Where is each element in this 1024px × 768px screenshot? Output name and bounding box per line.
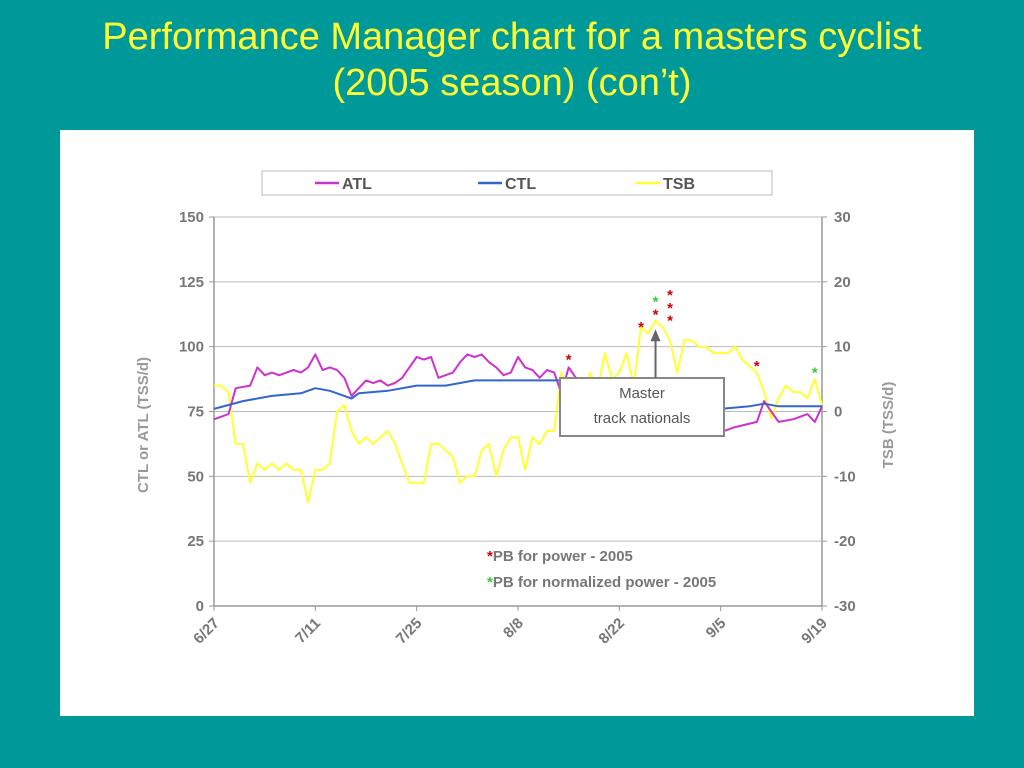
legend-box — [261, 170, 773, 196]
left-axis-ticks: 150 125 100 75 50 25 0 — [179, 209, 214, 615]
annotation-line-2: track nationals — [594, 410, 691, 427]
slide-title: Performance Manager chart for a masters … — [0, 14, 1024, 106]
note-power: *PB for power - 2005 — [487, 548, 633, 565]
legend-label-tsb: TSB — [663, 176, 695, 193]
pb-marker: * — [653, 306, 659, 323]
pb-markers: ******** * — [566, 287, 818, 382]
left-tick-label: 50 — [187, 468, 204, 485]
legend-label-ctl: CTL — [505, 176, 536, 193]
right-tick-label: -10 — [834, 468, 856, 485]
left-tick-label: 25 — [187, 533, 204, 550]
pb-marker: * — [754, 358, 760, 375]
slide-title-line-1: Performance Manager chart for a masters … — [102, 16, 922, 58]
annotation-box — [559, 377, 725, 437]
x-tick-label: 9/5 — [703, 615, 730, 642]
chart-panel: ATL CTL TSB 150 125 100 75 50 25 0 30 20 10 0 -10 -20… — [60, 130, 974, 716]
right-tick-label: -30 — [834, 598, 856, 615]
right-tick-label: -20 — [834, 533, 856, 550]
note-normalized-text: PB for normalized power - 2005 — [493, 574, 716, 591]
left-tick-label: 150 — [179, 209, 204, 226]
pb-marker: * — [667, 313, 673, 330]
pb-marker: * — [667, 287, 673, 304]
x-tick-label: 6/27 — [190, 615, 223, 648]
legend-label-atl: ATL — [342, 176, 372, 193]
note-normalized-star: * — [487, 574, 493, 591]
x-tick-label: 7/25 — [393, 615, 426, 648]
note-power-text: PB for power - 2005 — [493, 548, 633, 565]
series-line-ctl — [213, 379, 822, 410]
pb-notes: *PB for power - 2005 *PB for normalized … — [487, 548, 716, 591]
left-tick-label: 100 — [179, 339, 204, 356]
annotation-line-1: Master — [619, 385, 665, 402]
right-axis-ticks: 30 20 10 0 -10 -20 -30 — [822, 209, 856, 615]
annotation-callout: Master track nationals — [559, 329, 725, 437]
y2-axis-title: TSB (TSS/d) — [880, 382, 897, 469]
right-tick-label: 20 — [834, 274, 851, 291]
series-line-atl — [213, 353, 823, 434]
x-tick-label: 8/8 — [500, 615, 527, 642]
gridlines — [214, 216, 822, 607]
note-power-star: * — [487, 548, 493, 565]
note-normalized: *PB for normalized power - 2005 — [487, 574, 716, 591]
pb-marker: * — [638, 319, 644, 336]
left-tick-label: 75 — [187, 404, 204, 421]
right-tick-label: 0 — [834, 404, 842, 421]
slide-title-line-2: (2005 season) (con’t) — [332, 62, 692, 104]
x-tick-label: 9/19 — [798, 615, 831, 648]
x-tick-label: 7/11 — [292, 615, 324, 647]
x-axis-ticks: 6/27 7/11 7/25 8/8 8/22 9/5 9/19 — [190, 606, 831, 647]
y-axis-title: CTL or ATL (TSS/d) — [135, 357, 152, 493]
series-line-tsb — [214, 319, 823, 504]
right-tick-label: 30 — [834, 209, 851, 226]
pb-marker: * — [812, 365, 818, 382]
pb-marker: * — [653, 293, 659, 310]
pb-marker: * — [566, 352, 572, 369]
left-tick-label: 125 — [179, 274, 204, 291]
x-tick-label: 8/22 — [595, 615, 628, 648]
pb-marker: * — [667, 300, 673, 317]
annotation-arrowhead — [650, 329, 661, 342]
right-tick-label: 10 — [834, 339, 851, 356]
legend: ATL CTL TSB — [315, 176, 695, 193]
left-tick-label: 0 — [196, 598, 204, 615]
